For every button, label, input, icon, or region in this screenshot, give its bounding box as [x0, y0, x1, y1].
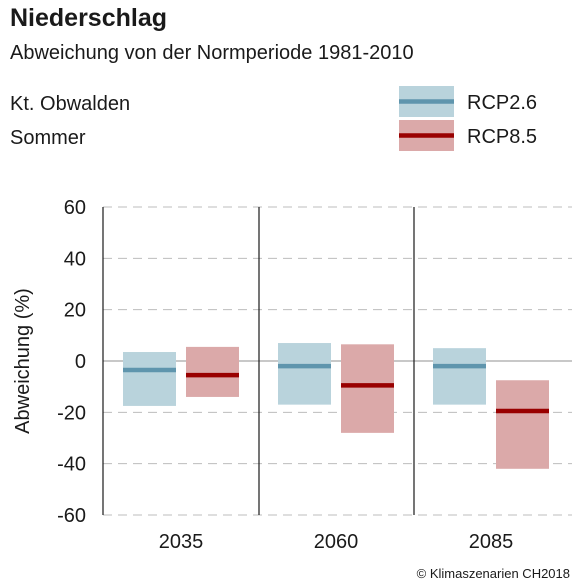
- y-tick-label: -60: [57, 505, 86, 527]
- chart-title: Niederschlag: [10, 4, 168, 32]
- x-tick-label: 2060: [314, 531, 359, 553]
- x-tick-label: 2085: [469, 531, 514, 553]
- y-axis-label: Abweichung (%): [12, 288, 34, 434]
- y-tick-label: 40: [64, 248, 86, 270]
- y-tick-label: 0: [75, 351, 86, 373]
- rcp26-range-box: [123, 352, 176, 406]
- legend-label: RCP8.5: [467, 126, 537, 148]
- rcp26-range-box: [433, 348, 486, 405]
- copyright-notice: © Klimaszenarien CH2018: [416, 566, 570, 581]
- y-tick-label: 60: [64, 197, 86, 219]
- rcp85-range-box: [341, 344, 394, 433]
- x-tick-label: 2035: [159, 531, 204, 553]
- rcp85-range-box: [496, 380, 549, 469]
- season-label: Sommer: [10, 127, 86, 149]
- rcp26-range-box: [278, 343, 331, 405]
- legend-label: RCP2.6: [467, 92, 537, 114]
- region-label: Kt. Obwalden: [10, 93, 131, 115]
- y-tick-label: 20: [64, 300, 86, 322]
- y-tick-label: -40: [57, 454, 86, 476]
- y-tick-label: -20: [57, 402, 86, 424]
- rcp85-range-box: [186, 346, 239, 397]
- chart-subtitle: Abweichung von der Normperiode 1981-2010: [10, 42, 414, 64]
